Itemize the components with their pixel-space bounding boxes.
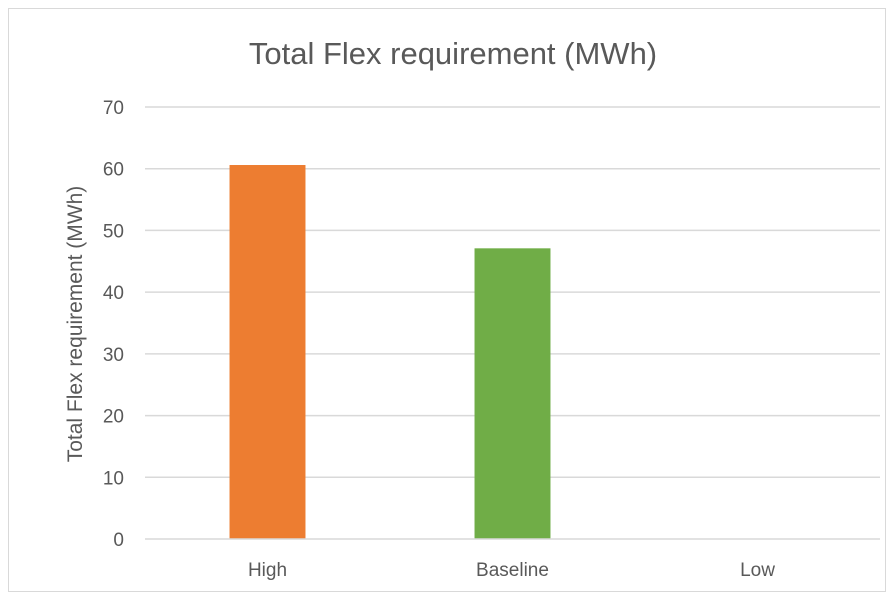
y-tick-labels: 0 10 20 30 40 50 60 70: [103, 98, 124, 551]
x-tick-label-low: Low: [740, 560, 775, 581]
chart-frame: [8, 8, 886, 592]
y-axis-label: Total Flex requirement (MWh): [64, 186, 87, 463]
y-tick-label: 60: [103, 160, 124, 181]
bar-high: [229, 165, 306, 540]
bar-baseline: [474, 248, 551, 539]
y-tick-label: 40: [103, 283, 124, 304]
y-tick-label: 0: [113, 530, 124, 551]
x-tick-labels: High Baseline Low: [248, 560, 775, 581]
bars: [229, 165, 551, 540]
y-tick-label: 30: [103, 345, 124, 366]
x-tick-label-baseline: Baseline: [476, 560, 549, 581]
y-tick-label: 70: [103, 98, 124, 119]
y-tick-label: 50: [103, 221, 124, 242]
y-tick-label: 20: [103, 407, 124, 428]
y-tick-label: 10: [103, 468, 124, 489]
chart-title: Total Flex requirement (MWh): [249, 36, 657, 71]
x-tick-label-high: High: [248, 560, 287, 581]
